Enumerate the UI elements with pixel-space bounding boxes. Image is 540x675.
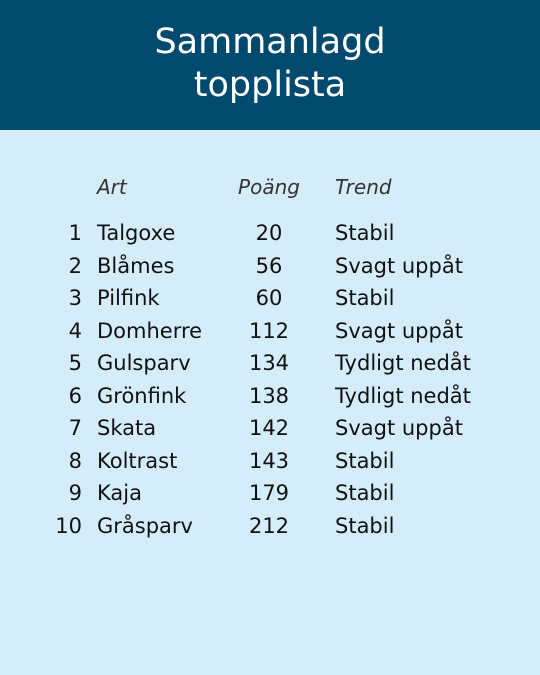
- trend-cell: Stabil: [335, 481, 395, 505]
- table-row: 10 Gråsparv 212 Stabil: [0, 510, 540, 542]
- species-cell: Skata: [97, 416, 157, 440]
- column-header-species: Art: [97, 175, 127, 199]
- species-cell: Talgoxe: [97, 221, 176, 245]
- points-cell: 143: [248, 449, 290, 473]
- points-cell: 212: [248, 514, 290, 538]
- trend-cell: Stabil: [335, 221, 395, 245]
- points-cell: 134: [248, 351, 290, 375]
- table-row: 1 Talgoxe 20 Stabil: [0, 217, 540, 249]
- rank-cell: 6: [68, 384, 82, 408]
- rank-cell: 2: [68, 254, 82, 278]
- points-cell: 60: [255, 286, 283, 310]
- table-row: 3 Pilfink 60 Stabil: [0, 282, 540, 314]
- table-row: 2 Blåmes 56 Svagt uppåt: [0, 250, 540, 282]
- species-cell: Blåmes: [97, 254, 175, 278]
- rank-cell: 8: [68, 449, 82, 473]
- column-header-trend: Trend: [335, 175, 392, 199]
- rank-cell: 7: [68, 416, 82, 440]
- points-cell: 179: [248, 481, 290, 505]
- points-cell: 138: [248, 384, 290, 408]
- rank-cell: 9: [68, 481, 82, 505]
- trend-cell: Tydligt nedåt: [335, 384, 471, 408]
- rank-cell: 3: [68, 286, 82, 310]
- species-cell: Grönfink: [97, 384, 187, 408]
- points-cell: 56: [255, 254, 283, 278]
- species-cell: Pilfink: [97, 286, 160, 310]
- leaderboard-table: Art Poäng Trend 1 Talgoxe 20 Stabil 2 Bl…: [0, 130, 540, 675]
- species-cell: Gråsparv: [97, 514, 193, 538]
- table-header-row: Art Poäng Trend: [0, 171, 540, 203]
- points-cell: 20: [255, 221, 283, 245]
- column-header-points: Poäng: [238, 175, 300, 199]
- trend-cell: Stabil: [335, 286, 395, 310]
- trend-cell: Tydligt nedåt: [335, 351, 471, 375]
- points-cell: 112: [248, 319, 290, 343]
- trend-cell: Stabil: [335, 449, 395, 473]
- trend-cell: Stabil: [335, 514, 395, 538]
- header-banner: Sammanlagd topplista: [0, 0, 540, 130]
- species-cell: Koltrast: [97, 449, 178, 473]
- trend-cell: Svagt uppåt: [335, 254, 463, 278]
- table-row: 9 Kaja 179 Stabil: [0, 477, 540, 509]
- species-cell: Gulsparv: [97, 351, 191, 375]
- rank-cell: 5: [68, 351, 82, 375]
- trend-cell: Svagt uppåt: [335, 416, 463, 440]
- rank-cell: 1: [68, 221, 82, 245]
- species-cell: Domherre: [97, 319, 203, 343]
- points-cell: 142: [248, 416, 290, 440]
- trend-cell: Svagt uppåt: [335, 319, 463, 343]
- table-row: 4 Domherre 112 Svagt uppåt: [0, 315, 540, 347]
- rank-cell: 4: [68, 319, 82, 343]
- species-cell: Kaja: [97, 481, 142, 505]
- page-title: Sammanlagd topplista: [154, 22, 386, 105]
- table-row: 7 Skata 142 Svagt uppåt: [0, 412, 540, 444]
- table-row: 6 Grönfink 138 Tydligt nedåt: [0, 380, 540, 412]
- table-row: 5 Gulsparv 134 Tydligt nedåt: [0, 347, 540, 379]
- table-row: 8 Koltrast 143 Stabil: [0, 445, 540, 477]
- rank-cell: 10: [55, 514, 82, 538]
